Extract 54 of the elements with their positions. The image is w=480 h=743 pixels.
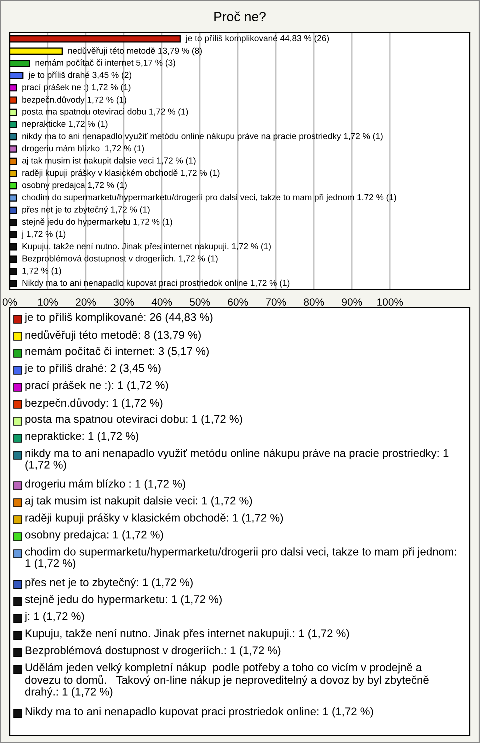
chart-title: Proč ne?	[214, 12, 266, 22]
text: je to příliš komplikované: 26 (44,83 %)	[24, 313, 213, 324]
data-label: nedůvěřuji této metodě 13,79 % (8)	[68, 46, 202, 56]
text: je to příliš drahé: 2 (3,45 %)	[24, 364, 161, 374]
x-tick-label: 90%	[342, 298, 362, 306]
x-tick-label: 50%	[190, 298, 210, 306]
data-label: j 1,72 % (1)	[22, 230, 66, 239]
x-tick-label: 30%	[114, 298, 134, 306]
text: Bezproblémová dostupnost v drogeriích.: 1 (1,72 %)	[26, 646, 281, 657]
text: bezpečn.důvody: 1 (1,72 %)	[26, 398, 163, 410]
data-label: drogeriu mám blízko 1,72 % (1)	[22, 145, 144, 154]
text: stejně jedu do hypermarketu: 1 (1,72 %)	[25, 595, 222, 606]
text: osobny predajca: 1 (1,72 %)	[25, 530, 164, 541]
data-label: je to příliš komplikované 44,83 % (26)	[186, 35, 330, 44]
x-tick-label: 0%	[2, 298, 18, 306]
text: Udělám jeden velký kompletní nákup podle potřeby a toho co vicím v prodejně a dovezu to domů. Takový on-line nákup je neproveditelný a dovoz by byl zbytečně drahý.: 1 (1,72 %)	[25, 663, 429, 698]
x-tick-label: 40%	[152, 298, 172, 306]
text: j: 1 (1,72 %)	[24, 612, 84, 623]
text: neprakticke: 1 (1,72 %)	[26, 432, 139, 442]
x-tick-label: 80%	[304, 298, 324, 306]
text: chodim do supermarketu/hypermarketu/drogerii pro dalsi veci, takze to mam při jednom: 1 (1,72 %)	[25, 548, 456, 570]
text: prací prášek ne :): 1 (1,72 %)	[26, 381, 168, 392]
x-tick-label: 20%	[76, 298, 96, 306]
text: nemám počítač či internet: 3 (5,17 %)	[26, 347, 209, 358]
data-label: Bezproblémová dostupnost v drogeriích. 1,72 % (1)	[22, 255, 218, 264]
x-tick-label: 10%	[38, 298, 58, 306]
text: raději kupuji prášky v klasickém obchodě: 1 (1,72 %)	[26, 514, 284, 524]
data-label: chodim do supermarketu/hypermarketu/drogerii pro dalsi veci, takze to mam při jednom 1,72 % (1)	[22, 194, 396, 202]
data-label: raději kupuji prášky v klasickém obchodě 1,72 % (1)	[22, 170, 220, 178]
text: drogeriu mám blízko : 1 (1,72 %)	[25, 480, 186, 490]
data-label: stejně jedu do hypermarketu 1,72 % (1)	[22, 218, 172, 227]
text: Nikdy ma to ani nenapadlo kupovat praci prostriedok online: 1 (1,72 %)	[26, 707, 374, 718]
text: nedůvěřuji této metodě: 8 (13,79 %)	[26, 330, 201, 342]
data-label: prací prášek ne :) 1,72 % (1)	[22, 84, 131, 92]
data-label: nemám počítač či internet 5,17 % (3)	[36, 60, 176, 68]
data-label: Nikdy ma to ani nenapadlo kupovat praci prostriedok online 1,72 % (1)	[22, 280, 290, 288]
data-label: 1,72 % (1)	[22, 268, 62, 276]
data-label: osobny predajca 1,72 % (1)	[22, 182, 127, 190]
data-label: posta ma spatnou oteviraci dobu 1,72 % (1)	[22, 108, 188, 117]
data-label: Kupuju, takže není nutno. Jinak přes internet nakupuji. 1,72 % (1)	[22, 243, 271, 252]
x-tick-label: 100%	[378, 298, 404, 306]
text: Kupuju, takže není nutno. Jinak přes internet nakupuji.: 1 (1,72 %)	[26, 629, 350, 640]
data-label: nikdy ma to ani nenapadlo využiť metódu online nákupu práve na pracie prostriedky 1,72 % (1)	[22, 132, 383, 142]
data-label: je to příliš drahé 3,45 % (2)	[28, 72, 132, 80]
data-label: aj tak musim ist nakupit dalsie veci 1,72 % (1)	[22, 157, 196, 166]
text: přes net je to zbytečný: 1 (1,72 %)	[26, 578, 193, 589]
data-label: neprakticke 1,72 % (1)	[22, 120, 108, 129]
text: nikdy ma to ani nenapadlo využiť metódu online nákupu práve na pracie prostriedky: 1 (1,72 %)	[26, 449, 449, 472]
x-tick-label: 70%	[266, 298, 286, 306]
data-label: přes net je to zbytečný 1,72 % (1)	[22, 206, 150, 215]
data-label: bezpečn.důvody 1,72 % (1)	[22, 96, 126, 105]
text: aj tak musim ist nakupit dalsie veci: 1 (1,72 %)	[25, 496, 252, 507]
x-tick-label: 60%	[228, 298, 248, 306]
text: posta ma spatnou oteviraci dobu: 1 (1,72 %)	[26, 415, 242, 426]
